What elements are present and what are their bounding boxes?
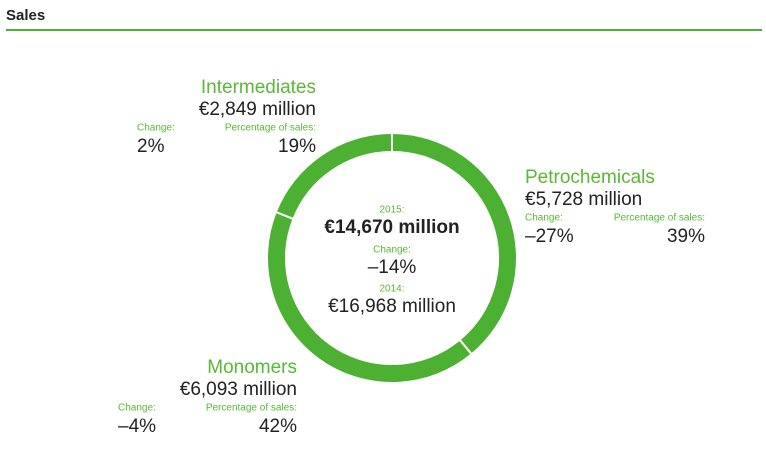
share-label: Percentage of sales: [614,213,705,224]
change-label: Change: [525,213,563,224]
change-label: Change: [137,123,175,134]
segment-name: Intermediates [201,77,316,98]
change-label: Change: [118,403,156,414]
share-value: 19% [278,136,316,157]
segment-amount: €6,093 million [180,379,297,400]
center-total: €14,670 million [324,217,459,238]
center-previous: €16,968 million [328,296,456,317]
center-label: 2014: [379,284,404,295]
segment-name: Monomers [207,357,297,378]
change-value: –4% [118,416,156,437]
segment-amount: €2,849 million [199,99,316,120]
center-change: –14% [368,257,417,278]
center-label: 2015: [379,205,404,216]
donut-segment [274,131,393,221]
share-label: Percentage of sales: [206,403,297,414]
segment-amount: €5,728 million [525,189,642,210]
change-value: –27% [525,226,574,247]
share-value: 42% [259,416,297,437]
share-value: 39% [667,226,705,247]
segment-name: Petrochemicals [525,167,655,188]
change-value: 2% [137,136,165,157]
share-label: Percentage of sales: [225,123,316,134]
chart-title: Sales [6,7,45,24]
center-label: Change: [373,245,411,256]
